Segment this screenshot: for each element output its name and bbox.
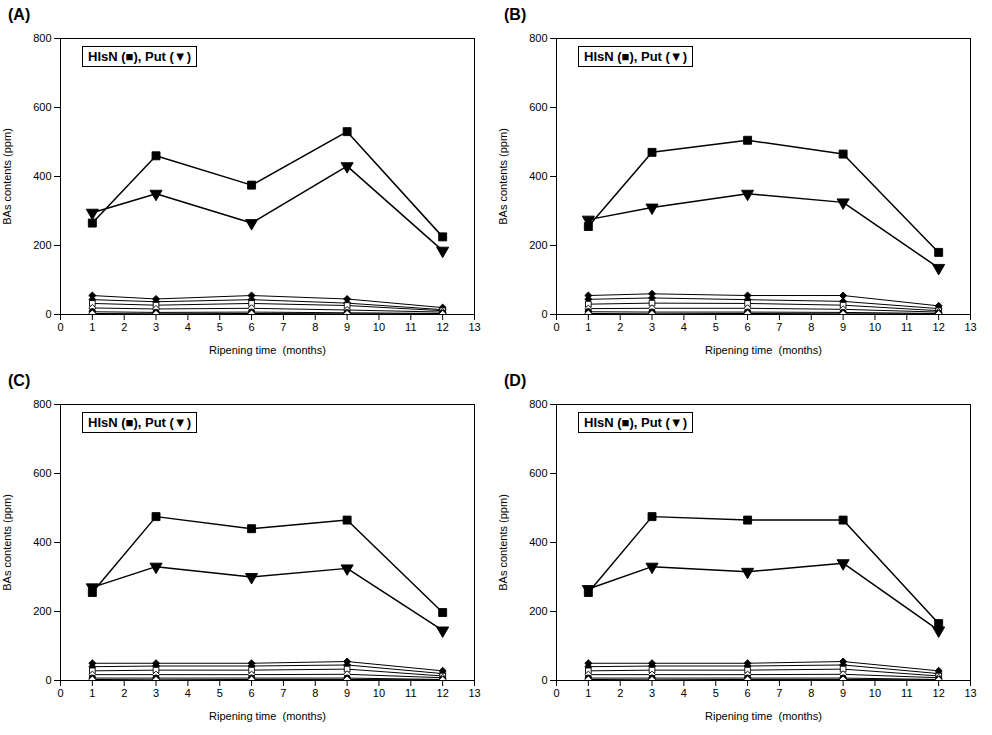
svg-text:Ripening time (months): Ripening time (months) (705, 710, 822, 722)
svg-text:4: 4 (681, 687, 687, 699)
svg-text:9: 9 (840, 321, 846, 333)
svg-text:2: 2 (617, 687, 623, 699)
svg-text:6: 6 (249, 321, 255, 333)
svg-text:BAs contents (ppm): BAs contents (ppm) (1, 494, 13, 591)
svg-text:Ripening time (months): Ripening time (months) (209, 710, 326, 722)
svg-text:0: 0 (57, 321, 63, 333)
html-text:HIsN (■), Put (▼): HIsN (■), Put (▼) (88, 49, 191, 64)
svg-text:400: 400 (33, 170, 51, 182)
svg-text:800: 800 (529, 398, 547, 410)
svg-text:BAs contents (ppm): BAs contents (ppm) (1, 128, 13, 225)
svg-text:10: 10 (373, 687, 385, 699)
svg-text:200: 200 (33, 239, 51, 251)
svg-text:12: 12 (437, 321, 449, 333)
svg-text:3: 3 (153, 687, 159, 699)
html-text:HIsN (■), Put (▼): HIsN (■), Put (▼) (88, 415, 191, 430)
svg-text:10: 10 (869, 687, 881, 699)
svg-text:11: 11 (405, 321, 416, 333)
svg-text:BAs contents (ppm): BAs contents (ppm) (497, 128, 509, 225)
svg-text:13: 13 (468, 321, 480, 333)
svg-text:8: 8 (312, 687, 318, 699)
svg-text:800: 800 (33, 32, 51, 44)
svg-text:600: 600 (529, 101, 547, 113)
svg-text:4: 4 (185, 321, 191, 333)
svg-text:200: 200 (529, 239, 547, 251)
svg-text:12: 12 (933, 321, 945, 333)
svg-text:5: 5 (713, 321, 719, 333)
svg-text:8: 8 (808, 321, 814, 333)
svg-text:7: 7 (280, 687, 286, 699)
svg-text:600: 600 (529, 467, 547, 479)
svg-text:2: 2 (121, 687, 127, 699)
html-text:HIsN (■), Put (▼): HIsN (■), Put (▼) (584, 49, 687, 64)
svg-text:0: 0 (45, 308, 51, 320)
svg-text:10: 10 (869, 321, 881, 333)
svg-text:10: 10 (373, 321, 385, 333)
svg-text:6: 6 (745, 687, 751, 699)
svg-text:200: 200 (529, 605, 547, 617)
svg-text:11: 11 (901, 687, 912, 699)
svg-text:1: 1 (585, 687, 591, 699)
svg-text:12: 12 (437, 687, 449, 699)
svg-text:5: 5 (713, 687, 719, 699)
svg-text:0: 0 (541, 674, 547, 686)
svg-text:7: 7 (776, 321, 782, 333)
svg-text:6: 6 (249, 687, 255, 699)
html-text:HIsN (■), Put (▼): HIsN (■), Put (▼) (584, 415, 687, 430)
svg-text:4: 4 (185, 687, 191, 699)
svg-text:13: 13 (964, 321, 976, 333)
svg-text:11: 11 (405, 687, 416, 699)
html-text:(A): (A) (8, 6, 31, 23)
svg-text:0: 0 (553, 687, 559, 699)
svg-text:0: 0 (45, 674, 51, 686)
svg-text:3: 3 (153, 321, 159, 333)
svg-text:1: 1 (89, 321, 95, 333)
svg-text:600: 600 (33, 467, 51, 479)
svg-text:3: 3 (649, 321, 655, 333)
html-text:(C): (C) (8, 372, 31, 389)
svg-text:400: 400 (529, 170, 547, 182)
svg-text:0: 0 (553, 321, 559, 333)
svg-text:11: 11 (901, 321, 912, 333)
svg-text:1: 1 (585, 321, 591, 333)
svg-text:7: 7 (776, 687, 782, 699)
svg-text:13: 13 (468, 687, 480, 699)
svg-text:0: 0 (541, 308, 547, 320)
html-text:(D): (D) (504, 372, 527, 389)
svg-text:2: 2 (617, 321, 623, 333)
svg-text:5: 5 (217, 687, 223, 699)
svg-text:600: 600 (33, 101, 51, 113)
svg-text:Ripening time (months): Ripening time (months) (705, 344, 822, 356)
svg-text:7: 7 (280, 321, 286, 333)
svg-text:3: 3 (649, 687, 655, 699)
svg-text:5: 5 (217, 321, 223, 333)
svg-text:8: 8 (808, 687, 814, 699)
svg-text:9: 9 (840, 687, 846, 699)
svg-text:1: 1 (89, 687, 95, 699)
svg-text:800: 800 (33, 398, 51, 410)
html-text:(B): (B) (504, 6, 527, 23)
svg-text:4: 4 (681, 321, 687, 333)
svg-text:200: 200 (33, 605, 51, 617)
svg-text:9: 9 (344, 321, 350, 333)
svg-text:Ripening time (months): Ripening time (months) (209, 344, 326, 356)
svg-text:BAs contents (ppm): BAs contents (ppm) (497, 494, 509, 591)
svg-text:400: 400 (33, 536, 51, 548)
svg-text:400: 400 (529, 536, 547, 548)
svg-text:8: 8 (312, 321, 318, 333)
svg-text:6: 6 (745, 321, 751, 333)
svg-text:9: 9 (344, 687, 350, 699)
svg-text:13: 13 (964, 687, 976, 699)
svg-text:0: 0 (57, 687, 63, 699)
svg-text:2: 2 (121, 321, 127, 333)
svg-text:12: 12 (933, 687, 945, 699)
svg-text:800: 800 (529, 32, 547, 44)
